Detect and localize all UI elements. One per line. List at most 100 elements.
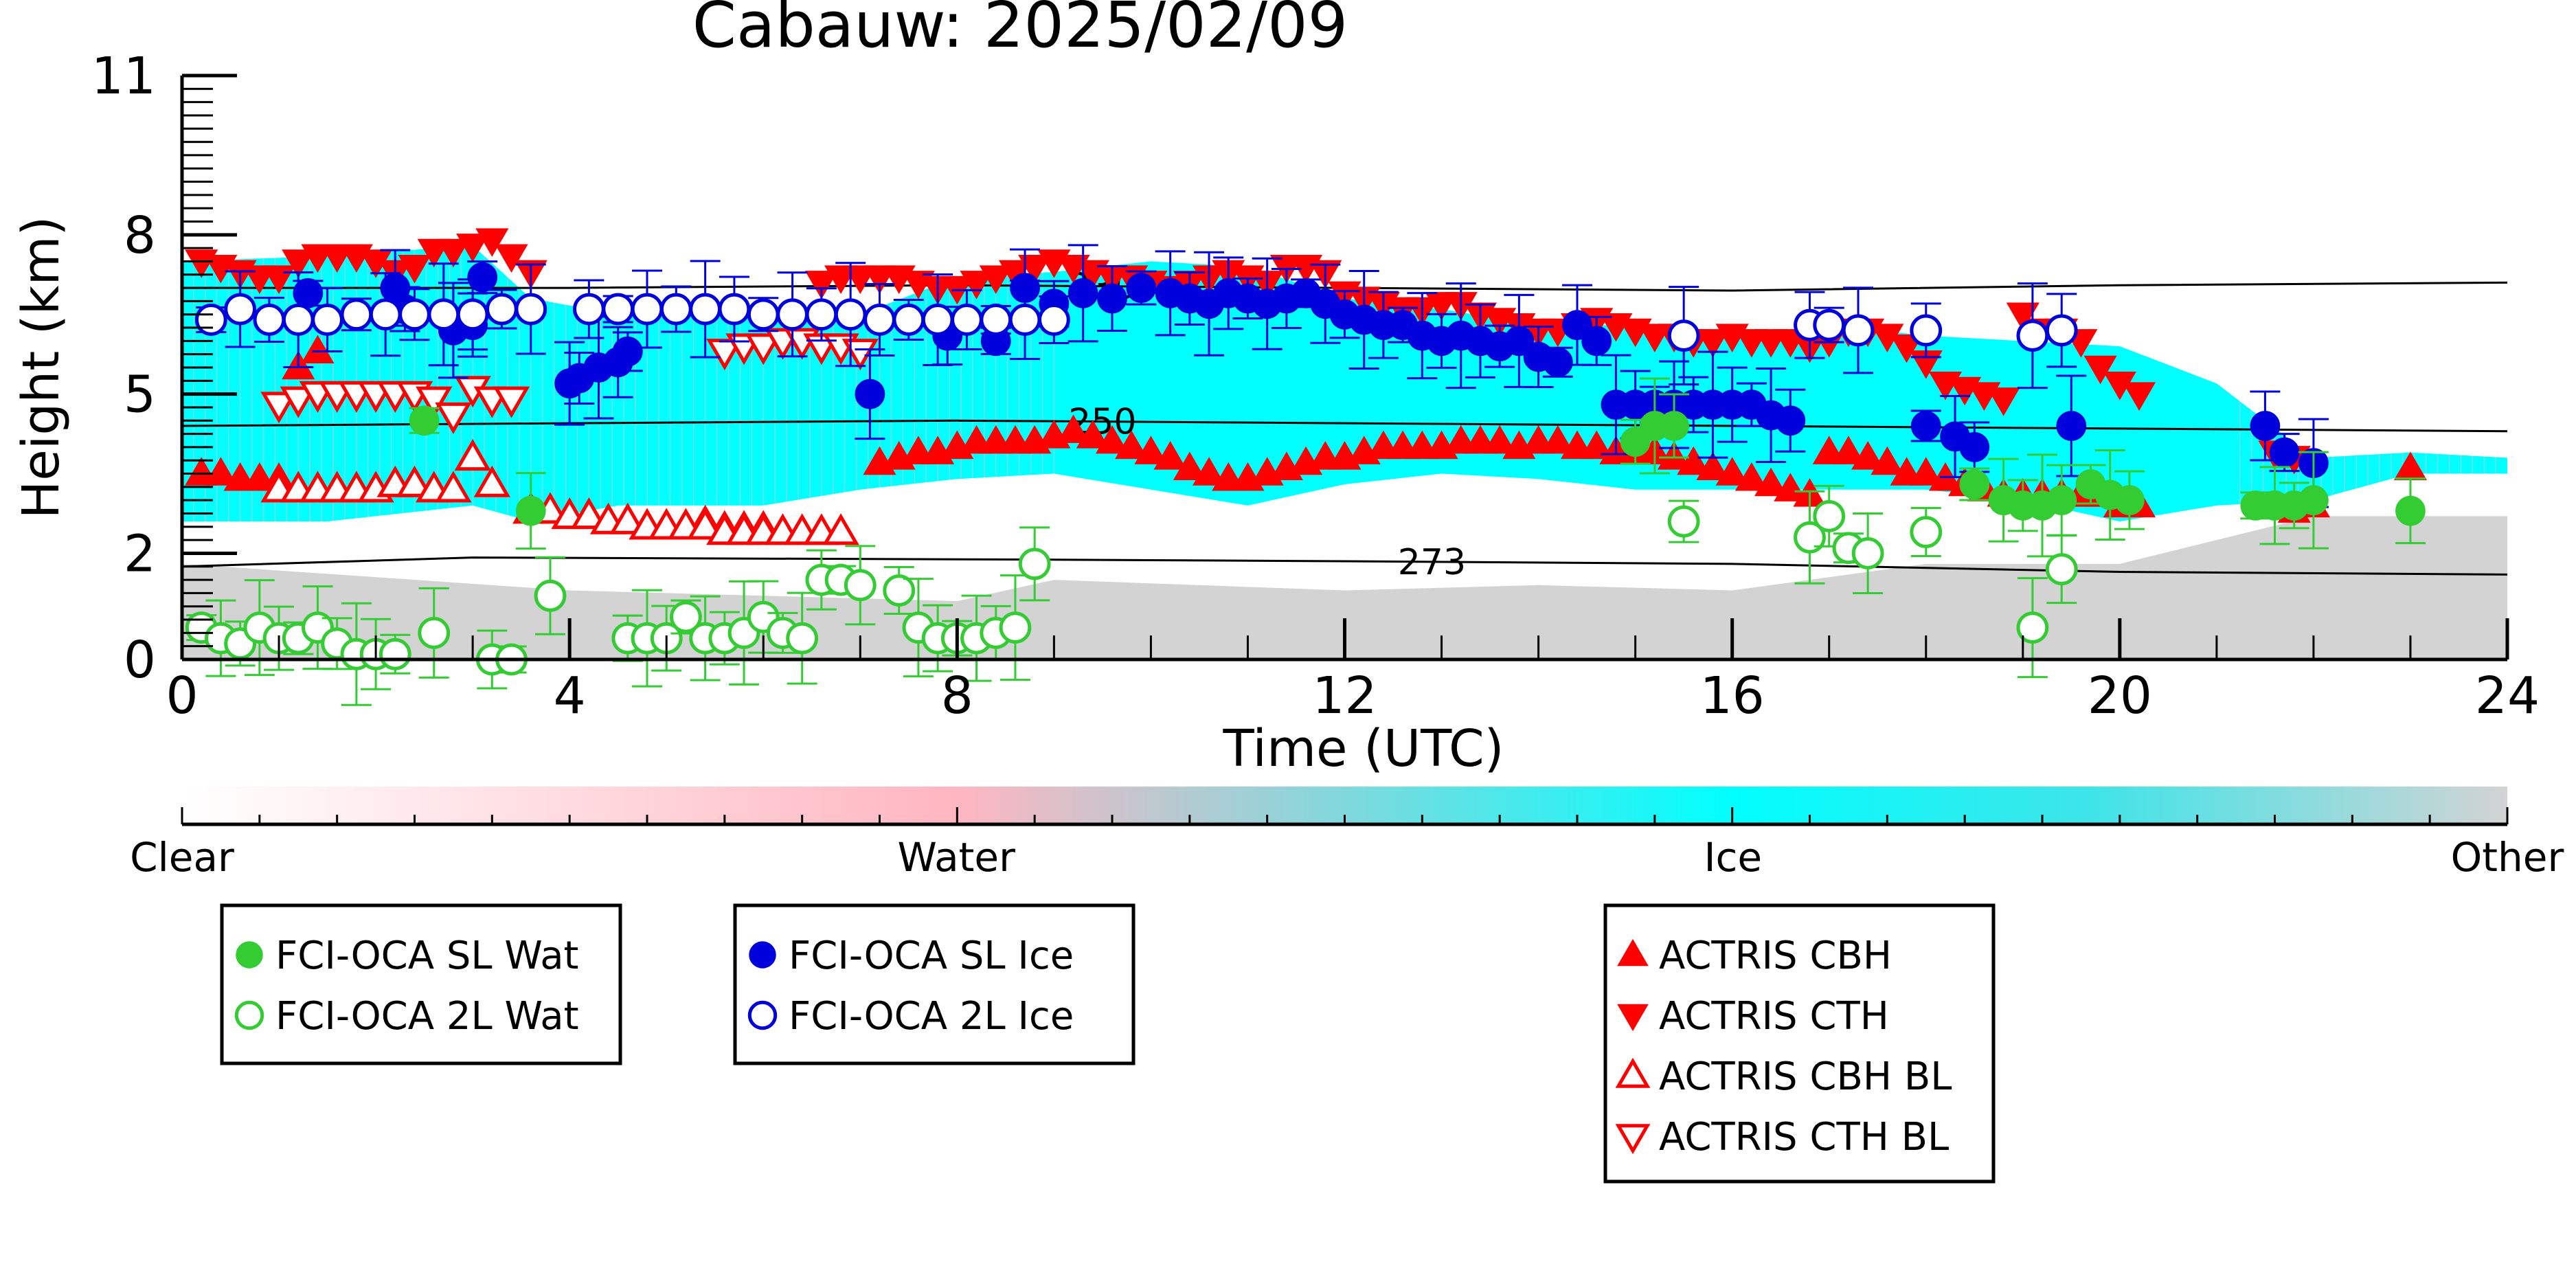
data-point [340,298,373,331]
data-point [1541,425,1574,454]
data-point [1057,414,1090,443]
colorbar-label-water: Water [897,834,1015,881]
y-tick-label: 5 [124,365,156,425]
x-tick-label: 16 [1700,666,1765,725]
data-point [844,569,877,602]
phase-colorbar: Clear Water Ice Other [130,787,2564,881]
data-point [1735,462,1768,491]
data-point [1659,411,1689,441]
data-point [224,293,257,326]
data-point [1754,467,1788,497]
data-point [467,262,498,293]
data-point [1037,304,1070,336]
x-axis-label: Time (UTC) [1222,719,1504,778]
data-point [1910,411,1941,441]
data-point [1018,547,1051,580]
data-point [1153,441,1187,470]
legend-label: ACTRIS CBH [1659,934,1892,978]
y-tick-label: 11 [91,47,156,106]
data-point [822,513,859,545]
chart-title: Cabauw: 2025/02/09 [692,0,1348,62]
data-point [786,622,819,655]
data-point [1909,457,1943,486]
data-point [612,336,643,367]
data-series-layer [185,228,2428,706]
data-point [951,304,983,336]
legend-box-1: FCI-OCA SL Wat FCI-OCA 2L Wat [220,903,622,1065]
plot-axes: 0 2 5 8 11 0 4 8 12 16 20 24 [91,47,2540,725]
data-point [301,335,335,364]
data-point [921,304,954,336]
data-point [855,379,885,409]
y-axis-label: Height (km) [12,216,71,519]
data-point [1095,425,1129,454]
legend-label: ACTRIS CTH [1659,994,1889,1039]
data-point [418,616,451,649]
data-point [1542,347,1573,378]
data-point [1851,441,1885,470]
data-point [1115,430,1149,460]
data-point [1715,457,1749,486]
legend-label: ACTRIS CTH BL [1659,1115,1949,1160]
data-point [1959,432,1990,462]
data-point [1192,457,1226,486]
data-point [1134,436,1168,464]
data-point [747,298,780,331]
data-point [609,502,646,534]
data-point [2250,411,2281,441]
legend-marker [747,1000,778,1030]
data-point [396,465,433,497]
data-point [689,293,722,326]
data-point [883,574,916,607]
series-fci-oca-2l-ice [194,260,2078,389]
data-point [1813,308,1846,341]
data-point [570,497,608,530]
data-point [369,298,402,331]
data-point [495,244,528,273]
data-point [416,386,453,418]
colorbar-label-other: Other [2451,834,2564,881]
data-point [659,293,692,326]
legend-marker [234,1000,264,1030]
data-point [515,293,547,326]
data-point [204,457,238,486]
y-tick-label: 2 [124,524,156,583]
data-point [379,637,411,670]
legend-label: FCI-OCA SL Ice [789,934,1074,978]
data-point [398,254,431,284]
data-point [435,402,472,434]
legend-box-2: FCI-OCA SL Ice FCI-OCA 2L Ice [733,903,1136,1065]
legend-frame [733,903,1136,1065]
data-point [2114,485,2145,516]
data-point [1890,334,1923,363]
data-point [2122,382,2156,411]
data-point [253,304,286,336]
data-point [572,293,605,326]
data-point [2269,437,2300,468]
data-point [2045,314,2078,347]
data-point [475,228,509,257]
legend-label: FCI-OCA SL Wat [275,934,579,978]
data-point [260,392,297,424]
data-point [1483,425,1517,454]
legend-marker [1615,1057,1651,1088]
data-point [427,298,460,331]
data-point [1667,505,1700,538]
series-actris-cbh-bl [260,439,859,545]
x-tick-label: 8 [941,666,973,725]
data-point [1794,521,1826,554]
x-tick-label: 0 [166,666,198,725]
legend-label: ACTRIS CBH BL [1659,1054,1952,1099]
data-point [2016,611,2049,644]
legend-marker [1615,1124,1651,1155]
series-fci-oca-sl-wat [409,377,2426,558]
data-point [456,234,490,262]
data-point [409,405,440,436]
data-point [534,579,567,612]
legend-box-3: ACTRIS CBH ACTRIS CTH ACTRIS CBH BL ACTRIS … [1603,903,1996,1184]
data-point [398,298,431,331]
data-point [1097,283,1127,314]
data-point [1076,420,1109,449]
colorbar-label-ice: Ice [1704,834,1762,881]
legend-marker [749,941,776,969]
